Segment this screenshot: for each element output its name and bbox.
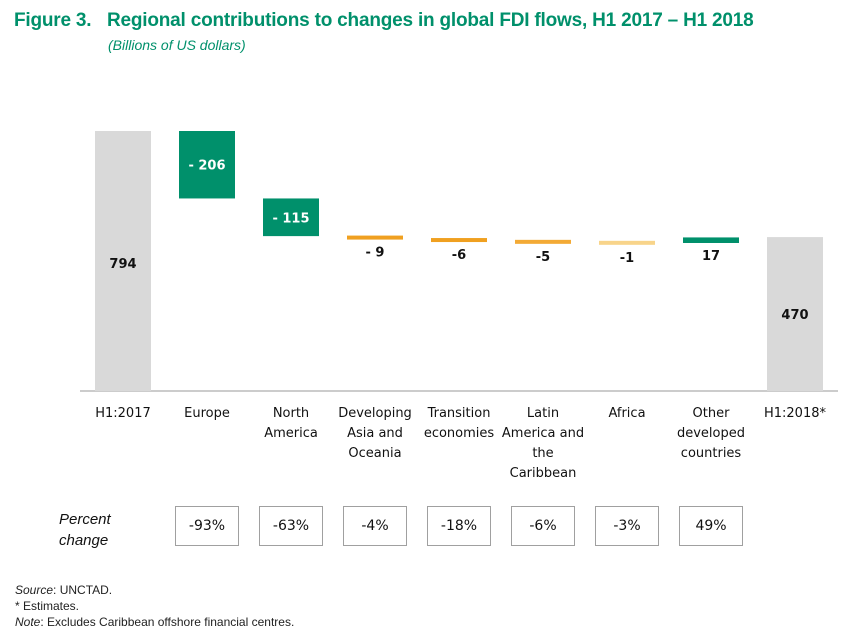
figure-title: Figure 3. Regional contributions to chang… bbox=[14, 10, 754, 32]
data-label-1: - 206 bbox=[188, 159, 225, 174]
source-text: : UNCTAD. bbox=[53, 583, 113, 597]
note-label: Note bbox=[15, 615, 41, 629]
note-text: : Excludes Caribbean offshore financial … bbox=[40, 615, 295, 629]
bar-3 bbox=[347, 235, 403, 240]
percent-change-box-6: 49% bbox=[679, 506, 743, 546]
category-label-0: H1:2017 bbox=[95, 406, 151, 421]
category-label-7: Other developed countries bbox=[677, 406, 745, 461]
data-label-7: 17 bbox=[702, 249, 720, 264]
bar-8 bbox=[767, 237, 823, 391]
data-label-8: 470 bbox=[781, 308, 808, 323]
category-label-4-line-0: Transition bbox=[427, 406, 491, 421]
category-label-1-line-0: Europe bbox=[184, 406, 230, 421]
category-label-8: H1:2018* bbox=[764, 406, 827, 421]
figure-title-text: Regional contributions to changes in glo… bbox=[107, 10, 754, 31]
note-line: Note: Excludes Caribbean offshore financ… bbox=[15, 614, 294, 630]
category-label-6: Africa bbox=[608, 406, 645, 421]
category-label-8-line-0: H1:2018* bbox=[764, 406, 827, 421]
bar-2 bbox=[263, 198, 319, 237]
bar-0 bbox=[95, 131, 151, 391]
category-label-3-line-1: Asia and bbox=[347, 426, 403, 441]
category-label-5-line-0: Latin bbox=[527, 406, 559, 421]
percent-change-box-5: -3% bbox=[595, 506, 659, 546]
category-label-7-line-0: Other bbox=[693, 406, 731, 421]
waterfall-chart: 794 H1:2017 - 206 Europe - 115 North America - … bbox=[80, 131, 838, 481]
bar-5 bbox=[515, 239, 571, 244]
percent-change-title-line1: Percent bbox=[59, 511, 111, 528]
bar-6 bbox=[599, 240, 655, 245]
category-label-2-line-0: North bbox=[273, 406, 309, 421]
source-label: Source bbox=[15, 583, 54, 597]
category-label-3-line-0: Developing bbox=[338, 406, 412, 421]
figure-number: Figure 3. bbox=[14, 10, 92, 31]
category-label-1: Europe bbox=[184, 406, 230, 421]
data-label-2: - 115 bbox=[272, 211, 309, 226]
percent-change-title-line2: change bbox=[59, 532, 109, 549]
data-label-3: - 9 bbox=[366, 246, 385, 261]
bar-4 bbox=[431, 238, 487, 243]
percent-change-box-3: -18% bbox=[427, 506, 491, 546]
percent-change-box-2: -4% bbox=[343, 506, 407, 546]
source-line: Source: UNCTAD. bbox=[15, 582, 294, 598]
category-label-5-line-1: America and bbox=[502, 426, 584, 441]
data-label-6: -1 bbox=[620, 251, 634, 266]
estimates-note: * Estimates. bbox=[15, 599, 80, 613]
category-label-2: North America bbox=[264, 406, 318, 441]
category-label-0-line-0: H1:2017 bbox=[95, 406, 151, 421]
data-label-5: -5 bbox=[536, 250, 550, 265]
category-label-5-line-3: Caribbean bbox=[510, 466, 577, 481]
category-label-3: Developing Asia and Oceania bbox=[338, 406, 412, 461]
bar-7 bbox=[683, 237, 739, 243]
percent-change-title: Percent change bbox=[59, 509, 111, 551]
bar-1 bbox=[179, 131, 235, 199]
figure-notes: Source: UNCTAD. * Estimates. Note: Exclu… bbox=[15, 582, 294, 630]
category-label-2-line-1: America bbox=[264, 426, 318, 441]
data-label-4: -6 bbox=[452, 248, 466, 263]
category-label-5: Latin America and the Caribbean bbox=[502, 406, 584, 481]
category-label-7-line-1: developed bbox=[677, 426, 745, 441]
category-label-3-line-2: Oceania bbox=[348, 446, 401, 461]
category-label-4-line-1: economies bbox=[424, 426, 495, 441]
figure-subtitle: (Billions of US dollars) bbox=[108, 37, 246, 53]
category-label-4: Transition economies bbox=[424, 406, 495, 441]
category-label-5-line-2: the bbox=[532, 446, 553, 461]
category-label-6-line-0: Africa bbox=[608, 406, 645, 421]
data-label-0: 794 bbox=[109, 257, 136, 272]
category-label-7-line-2: countries bbox=[681, 446, 742, 461]
percent-change-box-0: -93% bbox=[175, 506, 239, 546]
percent-change-box-4: -6% bbox=[511, 506, 575, 546]
percent-change-box-1: -63% bbox=[259, 506, 323, 546]
